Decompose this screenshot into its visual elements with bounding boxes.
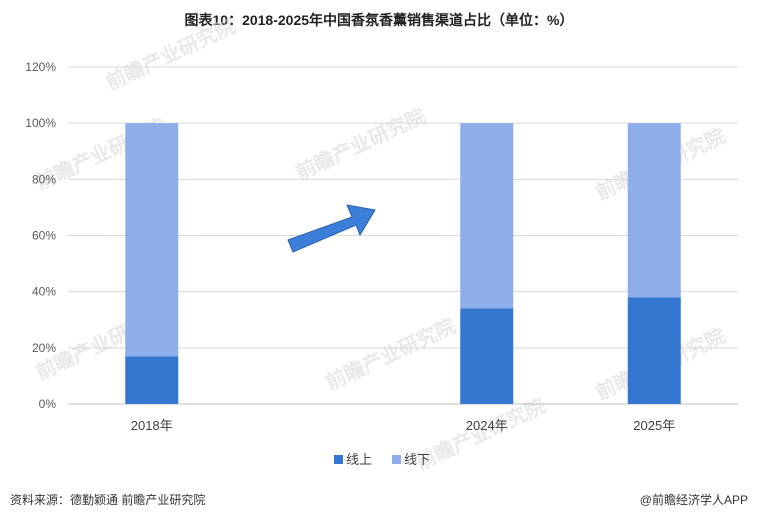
- y-tick-label: 60%: [32, 229, 56, 243]
- legend-label: 线上: [346, 452, 372, 467]
- legend-swatch: [392, 455, 401, 464]
- y-axis: 0% 20% 40% 60% 80% 100% 120%: [25, 60, 56, 411]
- watermark-text: 前瞻产业研究院: [292, 104, 429, 185]
- watermark-text: 前瞻产业研究院: [102, 14, 239, 95]
- watermark-text: 前瞻产业研究院: [412, 394, 549, 475]
- bar-offline: [125, 123, 179, 357]
- legend: 线上 线下: [334, 452, 430, 467]
- bar-online: [627, 297, 681, 404]
- chart-title: 图表10：2018-2025年中国香氛香薰销售渠道占比（单位：%）: [184, 12, 574, 28]
- y-tick-label: 120%: [25, 60, 56, 74]
- legend-label: 线下: [404, 452, 430, 467]
- footer: 资料来源：德勤颖通 前瞻产业研究院 @前瞻经济学人APP: [10, 491, 748, 509]
- y-tick-label: 100%: [25, 116, 56, 130]
- bars: [125, 123, 681, 404]
- y-tick-label: 80%: [32, 172, 56, 186]
- y-tick-label: 20%: [32, 341, 56, 355]
- gridlines: [68, 66, 738, 405]
- x-tick-label: 2018年: [131, 418, 173, 433]
- bar-online: [460, 308, 514, 404]
- x-tick-label: 2025年: [633, 418, 675, 433]
- bar-offline: [627, 123, 681, 298]
- y-tick-label: 40%: [32, 285, 56, 299]
- source-note: 资料来源：德勤颖通 前瞻产业研究院: [10, 493, 206, 507]
- y-tick-label: 0%: [39, 397, 57, 411]
- credit-note: @前瞻经济学人APP: [639, 493, 748, 507]
- trend-arrow: [287, 204, 376, 253]
- trend-arrow-shape: [287, 204, 376, 253]
- x-tick-label: 2024年: [466, 418, 508, 433]
- legend-swatch: [334, 455, 343, 464]
- bar-online: [125, 356, 179, 404]
- bar-offline: [460, 123, 514, 309]
- watermark-text: 前瞻产业研究院: [322, 314, 459, 395]
- x-axis: 2018年 2024年 2025年: [131, 418, 675, 433]
